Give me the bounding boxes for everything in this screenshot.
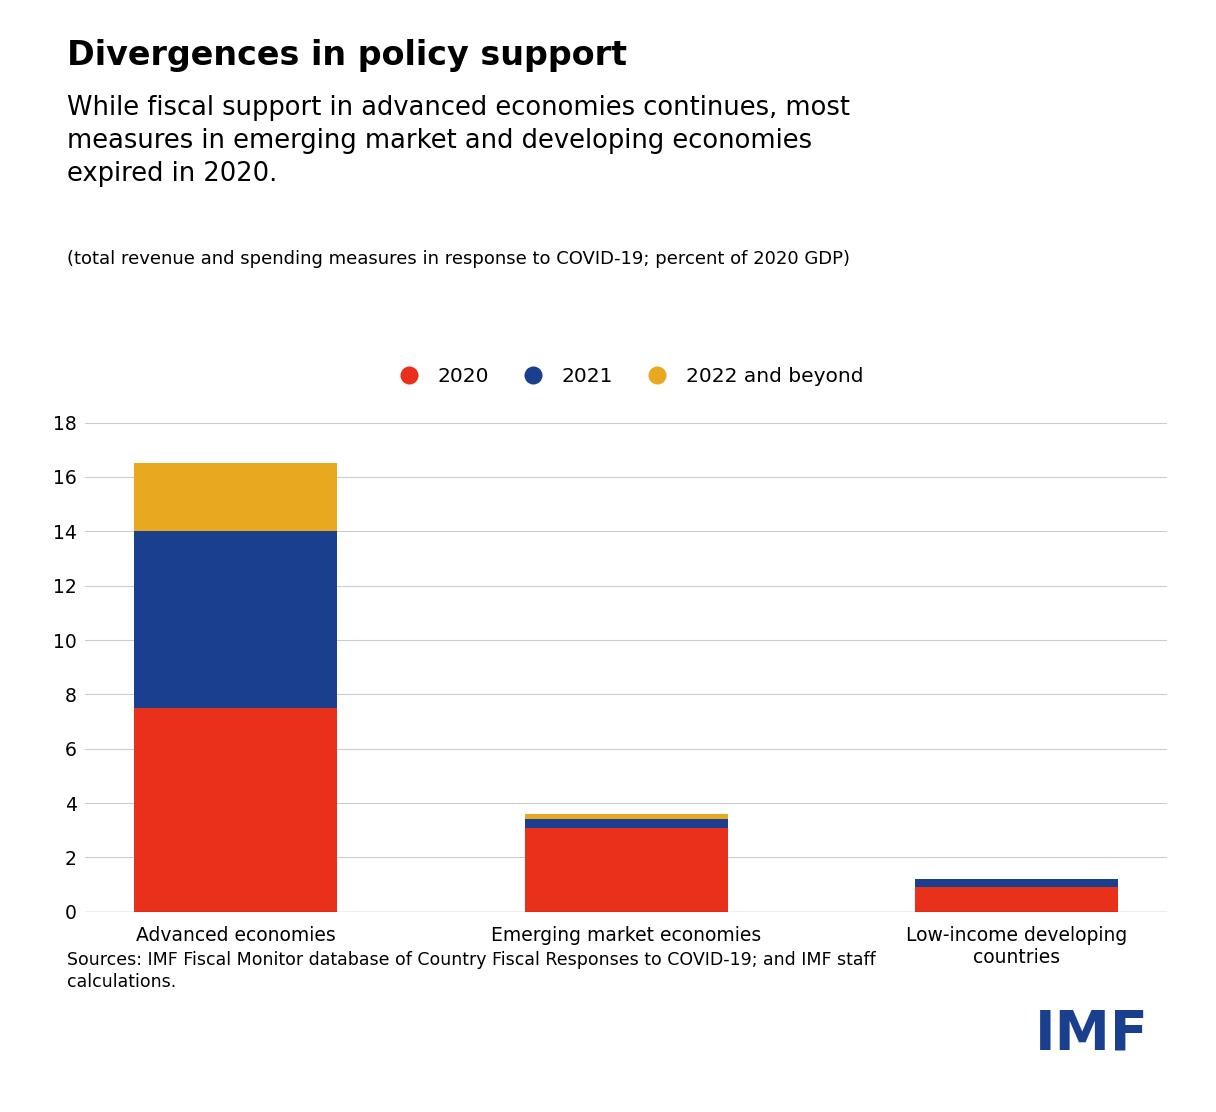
Text: Divergences in policy support: Divergences in policy support (67, 39, 627, 72)
Bar (525, 814, 727, 820)
Bar (916, 887, 1119, 912)
Text: (total revenue and spending measures in response to COVID-19; percent of 2020 GD: (total revenue and spending measures in … (67, 250, 850, 268)
Bar (916, 880, 1119, 887)
Legend: 2020, 2021, 2022 and beyond: 2020, 2021, 2022 and beyond (382, 359, 871, 395)
Bar (525, 827, 727, 912)
Bar (134, 708, 337, 912)
Text: While fiscal support in advanced economies continues, most
measures in emerging : While fiscal support in advanced economi… (67, 95, 850, 187)
Bar (525, 820, 727, 827)
Text: IMF: IMF (1035, 1007, 1149, 1062)
Bar (134, 532, 337, 708)
Bar (134, 464, 337, 532)
Text: Sources: IMF Fiscal Monitor database of Country Fiscal Responses to COVID-19; an: Sources: IMF Fiscal Monitor database of … (67, 951, 876, 991)
